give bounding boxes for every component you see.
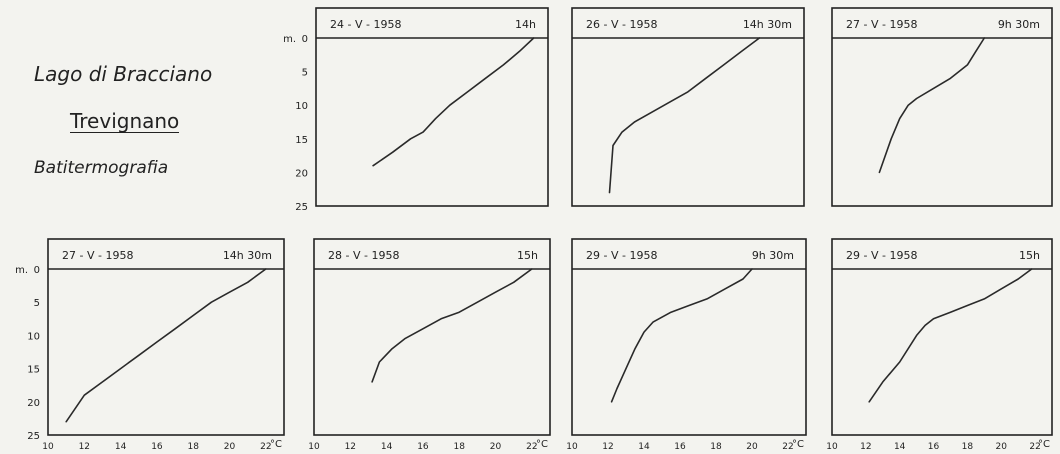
- depth-tick-label: 5: [302, 68, 308, 79]
- panel-date: 27 - V - 1958: [62, 249, 133, 262]
- depth-tick-label: 25: [27, 431, 40, 442]
- panel-frame: [47, 238, 285, 436]
- panel-date: 27 - V - 1958: [846, 18, 917, 31]
- temp-tick-label: 16: [928, 442, 940, 452]
- temperature-curve: [371, 268, 533, 383]
- panel-time: 15h: [517, 249, 538, 262]
- depth-tick-label: 15: [295, 135, 308, 146]
- panel-date: 24 - V - 1958: [330, 18, 401, 31]
- depth-tick-label: 10: [295, 101, 308, 112]
- panel-time: 9h 30m: [752, 249, 794, 262]
- panel-frame: [571, 238, 807, 436]
- temp-tick-label: 22: [1029, 442, 1040, 452]
- temp-unit-label: °C: [270, 439, 282, 450]
- temp-tick-label: 12: [345, 442, 356, 452]
- depth-tick-label: 15: [27, 365, 40, 376]
- temp-tick-label: 20: [490, 442, 502, 452]
- temp-tick-label: 10: [308, 442, 320, 452]
- depth-tick-label: 20: [27, 398, 40, 409]
- temp-tick-label: 14: [381, 442, 393, 452]
- temp-tick-label: 10: [826, 442, 838, 452]
- depth-unit-label: m.: [15, 265, 28, 276]
- panel-time: 14h 30m: [223, 249, 272, 262]
- panel-time: 14h 30m: [743, 18, 792, 31]
- panel-frame: [831, 7, 1053, 207]
- temp-tick-label: 10: [566, 442, 578, 452]
- depth-tick-label: 20: [295, 168, 308, 179]
- temp-tick-label: 14: [115, 442, 127, 452]
- temp-tick-label: 14: [894, 442, 906, 452]
- panel-time: 14h: [515, 18, 536, 31]
- panel-frame: [315, 7, 549, 207]
- lake-title: Lago di Bracciano: [34, 62, 213, 86]
- temperature-curve: [610, 268, 753, 403]
- temp-tick-label: 16: [674, 442, 686, 452]
- temperature-curve: [608, 37, 761, 194]
- depth-tick-label: 25: [295, 202, 308, 213]
- temp-tick-label: 22: [526, 442, 537, 452]
- depth-unit-label: m.: [283, 34, 296, 45]
- temp-tick-label: 18: [454, 442, 466, 452]
- panel-date: 26 - V - 1958: [586, 18, 657, 31]
- depth-tick-label: 0: [34, 265, 40, 276]
- temp-tick-label: 20: [996, 442, 1008, 452]
- panel-time: 9h 30m: [998, 18, 1040, 31]
- panel-date: 29 - V - 1958: [846, 249, 917, 262]
- panel-frame: [571, 7, 805, 207]
- depth-tick-label: 10: [27, 331, 40, 342]
- temp-tick-label: 16: [417, 442, 429, 452]
- temp-tick-label: 20: [224, 442, 236, 452]
- subject-title: Batitermografia: [34, 158, 169, 178]
- depth-tick-label: 0: [302, 34, 308, 45]
- panel-date: 28 - V - 1958: [328, 249, 399, 262]
- temp-tick-label: 22: [260, 442, 271, 452]
- temp-tick-label: 12: [860, 442, 871, 452]
- temperature-curve: [868, 268, 1033, 403]
- temp-tick-label: 16: [151, 442, 163, 452]
- temperature-curve: [878, 37, 986, 174]
- temp-tick-label: 22: [782, 442, 793, 452]
- station-title: Trevignano: [70, 109, 180, 133]
- temperature-curve: [372, 37, 535, 167]
- temp-unit-label: °C: [536, 439, 548, 450]
- panel-date: 29 - V - 1958: [586, 249, 657, 262]
- temp-tick-label: 20: [746, 442, 758, 452]
- temperature-curve: [65, 268, 267, 423]
- temp-tick-label: 14: [638, 442, 650, 452]
- temp-tick-label: 12: [602, 442, 613, 452]
- panel-frame: [831, 238, 1053, 436]
- temp-tick-label: 18: [188, 442, 200, 452]
- temp-unit-label: °C: [1038, 439, 1050, 450]
- temp-tick-label: 12: [79, 442, 90, 452]
- temp-tick-label: 18: [962, 442, 974, 452]
- panel-time: 15h: [1019, 249, 1040, 262]
- temp-tick-label: 18: [710, 442, 722, 452]
- panel-frame: [313, 238, 551, 436]
- depth-tick-label: 5: [34, 298, 40, 309]
- temp-unit-label: °C: [792, 439, 804, 450]
- temp-tick-label: 10: [42, 442, 54, 452]
